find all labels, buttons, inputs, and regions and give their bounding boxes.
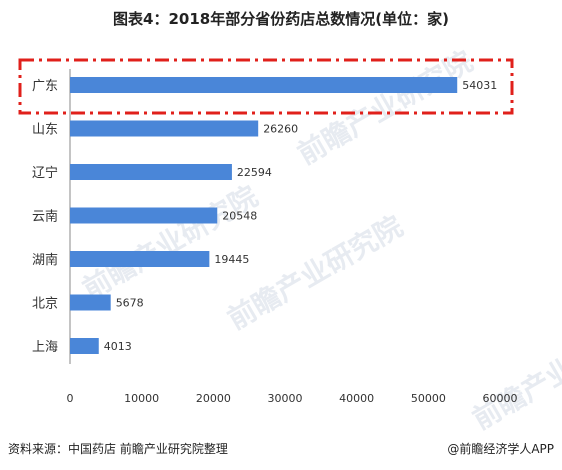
bar-北京	[70, 294, 111, 311]
value-label: 4013	[104, 340, 132, 353]
x-tick-label: 30000	[268, 392, 303, 405]
x-tick-label: 10000	[124, 392, 159, 405]
credit-note: @前瞻经济学人APP	[447, 442, 554, 456]
category-label: 辽宁	[32, 165, 58, 181]
category-label: 北京	[32, 297, 58, 312]
category-label: 湖南	[32, 252, 58, 268]
value-label: 19445	[214, 253, 249, 266]
bar-湖南	[70, 251, 210, 267]
bar-广东	[70, 77, 458, 93]
category-label: 云南	[32, 209, 58, 225]
category-label: 上海	[32, 340, 58, 355]
x-tick-label: 40000	[339, 392, 374, 405]
watermark-text: 前瞻产业研究院	[467, 309, 562, 436]
bars-group	[70, 77, 458, 354]
watermark-text: 前瞻产业研究院	[77, 179, 263, 306]
x-tick-label: 20000	[196, 392, 231, 405]
bar-山东	[70, 120, 259, 137]
bar-云南	[70, 207, 218, 224]
x-tick-label: 0	[67, 392, 74, 405]
value-labels: 54031 26260 22594 20548 19445 5678 4013	[104, 79, 497, 353]
bar-上海	[70, 338, 99, 354]
x-tick-label: 60000	[483, 392, 518, 405]
value-label: 5678	[116, 297, 144, 310]
watermark-text: 前瞻产业研究院	[292, 44, 478, 171]
category-label: 广东	[32, 79, 58, 94]
x-tick-label: 50000	[411, 392, 446, 405]
value-label: 54031	[462, 79, 497, 92]
source-note: 资料来源：中国药店 前瞻产业研究院整理	[8, 442, 228, 456]
bar-辽宁	[70, 164, 232, 180]
category-label: 山东	[32, 123, 58, 138]
value-label: 22594	[237, 166, 272, 179]
watermark-text: 前瞻产业研究院	[222, 209, 408, 336]
x-tick-labels: 0 10000 20000 30000 40000 50000 60000	[67, 392, 518, 405]
chart-title: 图表4：2018年部分省份药店总数情况(单位：家)	[113, 10, 449, 28]
value-label: 26260	[263, 123, 298, 136]
value-label: 20548	[222, 210, 257, 223]
highlight-box	[18, 58, 514, 115]
